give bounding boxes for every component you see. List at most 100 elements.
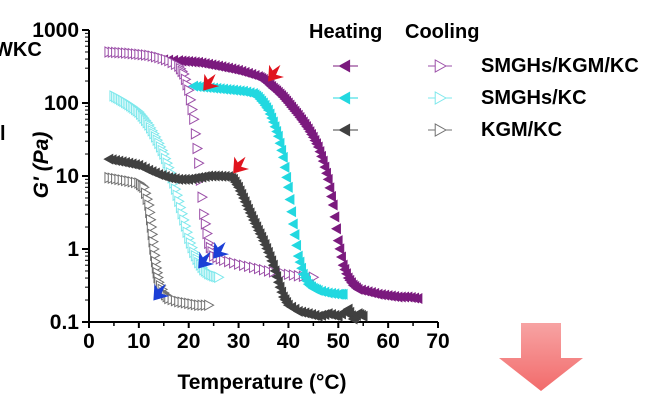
series-kgm-kc-heating bbox=[103, 153, 368, 325]
data-point bbox=[335, 251, 346, 263]
x-tick-label: 40 bbox=[277, 330, 300, 353]
series-smghs-kc-heating bbox=[188, 80, 348, 300]
data-point bbox=[197, 191, 209, 204]
annotation-layer bbox=[153, 64, 284, 301]
legend: Heating Cooling SMGHs/KGM/KC SMGHs/KC KG… bbox=[309, 21, 639, 141]
y-tick-label: 10 bbox=[56, 165, 79, 188]
data-point bbox=[412, 292, 423, 304]
arrow-head bbox=[233, 156, 250, 174]
data-point bbox=[202, 227, 214, 240]
x-tick-label: 20 bbox=[177, 330, 200, 353]
data-point bbox=[267, 259, 278, 271]
legend-markers bbox=[333, 59, 452, 137]
x-tick-label: 0 bbox=[83, 330, 95, 353]
data-point bbox=[338, 91, 351, 105]
data-point bbox=[331, 223, 341, 235]
legend-label-smghs-kgm-kc: SMGHs/KGM/KC bbox=[481, 55, 639, 77]
data-point bbox=[291, 239, 302, 251]
x-tick-label: 30 bbox=[227, 330, 250, 353]
data-point bbox=[199, 208, 210, 221]
data-point bbox=[338, 59, 351, 73]
x-tick-label: 50 bbox=[327, 330, 350, 353]
legend-label-smghs-kc: SMGHs/KC bbox=[481, 87, 587, 109]
data-point bbox=[324, 182, 335, 194]
legend-header-heating: Heating bbox=[309, 21, 382, 43]
data-point bbox=[214, 271, 225, 284]
y-tick-label: 100 bbox=[44, 92, 79, 115]
data-point bbox=[204, 299, 215, 312]
data-point bbox=[321, 167, 331, 179]
y-tick-label: 1 bbox=[67, 238, 79, 261]
data-point bbox=[286, 206, 297, 218]
legend-label-kgm-kc: KGM/KC bbox=[481, 119, 562, 141]
data-point bbox=[144, 199, 155, 211]
data-point bbox=[322, 173, 333, 185]
data-point bbox=[192, 142, 204, 155]
data-point bbox=[357, 310, 368, 322]
data-point bbox=[327, 199, 338, 211]
data-point bbox=[187, 103, 199, 116]
data-point bbox=[145, 206, 156, 219]
data-point bbox=[329, 211, 340, 223]
data-point bbox=[282, 181, 293, 193]
data-point bbox=[190, 127, 202, 140]
y-tick-label: 1000 bbox=[32, 19, 79, 42]
data-point bbox=[281, 171, 292, 183]
red-arrow-icon bbox=[268, 64, 284, 82]
y-axis-title: G' (Pa) bbox=[30, 132, 53, 199]
data-point bbox=[269, 265, 280, 277]
data-point bbox=[200, 218, 212, 230]
data-point bbox=[337, 288, 348, 300]
data-point bbox=[189, 113, 200, 126]
series-smghs-kgm-kc-heating bbox=[158, 54, 423, 304]
arrow-head bbox=[213, 241, 230, 259]
data-point bbox=[294, 256, 305, 268]
data-point bbox=[284, 194, 295, 206]
data-point bbox=[147, 228, 159, 241]
data-point bbox=[434, 123, 448, 137]
data-point bbox=[185, 93, 197, 106]
legend-header-cooling: Cooling bbox=[405, 21, 479, 43]
data-point bbox=[434, 91, 448, 105]
data-point bbox=[279, 161, 290, 173]
data-point bbox=[287, 218, 298, 230]
clipped-left-text-2: l bbox=[0, 123, 6, 145]
series-layer bbox=[103, 46, 423, 325]
data-point bbox=[272, 130, 283, 142]
red-arrow-icon bbox=[233, 156, 250, 174]
data-point bbox=[271, 271, 282, 283]
data-point bbox=[194, 157, 205, 169]
big-down-arrow-icon bbox=[499, 323, 583, 391]
data-point bbox=[319, 161, 330, 173]
data-point bbox=[338, 123, 351, 137]
x-tick-label: 60 bbox=[376, 330, 399, 353]
blue-arrow-icon bbox=[213, 241, 230, 259]
data-point bbox=[317, 155, 328, 167]
x-ticks: 0 10 20 30 40 50 60 70 bbox=[83, 322, 450, 353]
data-point bbox=[148, 235, 160, 248]
red-arrow-icon bbox=[203, 73, 220, 91]
arrow-head bbox=[198, 251, 215, 269]
data-point bbox=[332, 235, 343, 247]
clipped-left-text-1: WKC bbox=[0, 39, 42, 61]
data-point bbox=[292, 250, 303, 262]
arrow-head bbox=[153, 283, 170, 301]
y-tick-label: 0.1 bbox=[50, 311, 80, 334]
x-tick-label: 10 bbox=[127, 330, 150, 353]
series-smghs-kc-cooling bbox=[109, 90, 225, 284]
x-tick-label: 70 bbox=[426, 330, 449, 353]
data-point bbox=[276, 144, 287, 156]
blue-arrow-icon bbox=[153, 283, 170, 301]
data-point bbox=[434, 59, 448, 73]
data-point bbox=[145, 213, 157, 226]
data-point bbox=[184, 84, 195, 96]
blue-arrow-icon bbox=[198, 251, 215, 269]
x-axis-title: Temperature (°C) bbox=[177, 371, 346, 394]
data-point bbox=[334, 243, 345, 255]
y-ticks: 0.1 1 10 100 1000 bbox=[32, 19, 89, 334]
arrow-head bbox=[268, 64, 284, 82]
data-point bbox=[326, 190, 336, 202]
data-point bbox=[146, 221, 158, 233]
data-point bbox=[277, 151, 288, 163]
